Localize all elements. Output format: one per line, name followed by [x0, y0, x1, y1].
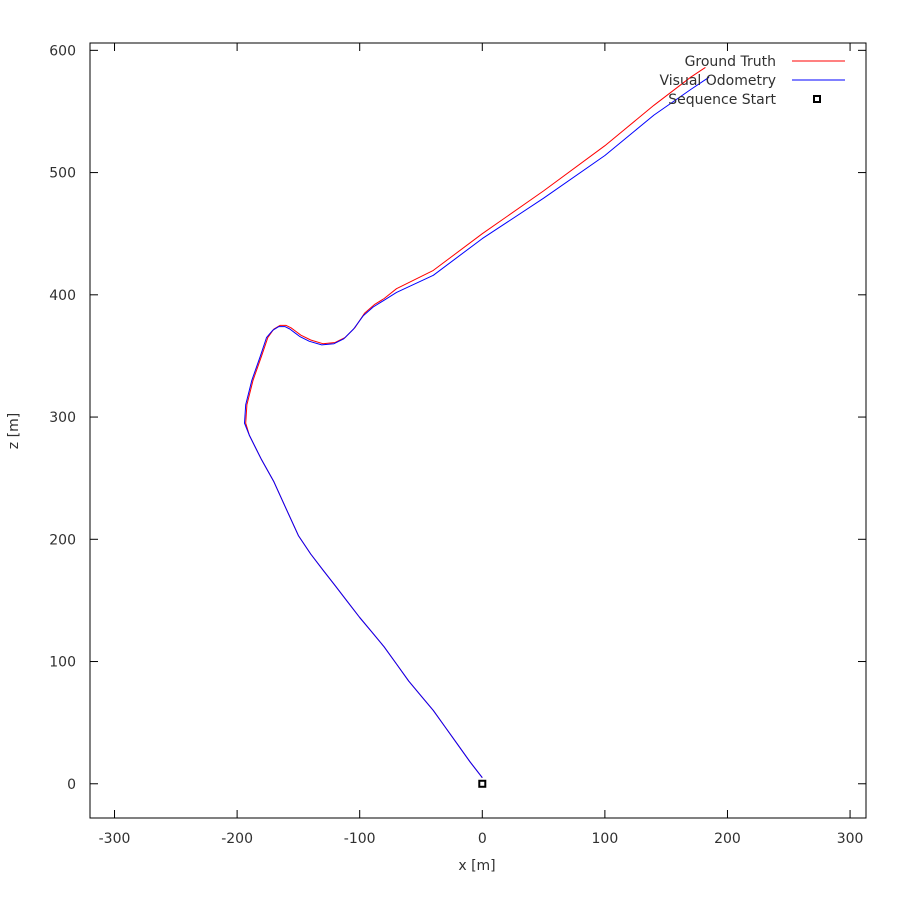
y-tick-label: 300	[49, 410, 76, 426]
x-tick-label: -300	[99, 831, 131, 847]
x-axis: -300 -200 -100 0 100 200 300	[99, 43, 864, 847]
series-line-visual-odometry	[244, 76, 710, 779]
x-tick-label: 300	[837, 831, 864, 847]
legend-label: Visual Odometry	[660, 73, 777, 89]
x-tick-label: 100	[592, 831, 619, 847]
x-axis-label: x [m]	[458, 858, 495, 874]
plot-frame	[89, 42, 867, 819]
x-tick-label: 0	[478, 831, 487, 847]
y-axis: 0 100 200 300 400 500 600	[49, 43, 866, 793]
sequence-start-marker	[478, 779, 487, 788]
x-tick-label: -200	[221, 831, 253, 847]
x-tick-label: 200	[714, 831, 741, 847]
legend-label: Ground Truth	[685, 54, 776, 70]
legend-swatch	[813, 95, 821, 103]
legend-label: Sequence Start	[668, 92, 776, 108]
y-axis-label: z [m]	[6, 413, 22, 449]
y-tick-label: 600	[49, 43, 76, 59]
x-tick-label: -100	[344, 831, 376, 847]
series-layer	[244, 66, 710, 788]
y-tick-label: 400	[49, 288, 76, 304]
y-tick-label: 500	[49, 166, 76, 182]
y-tick-label: 100	[49, 655, 76, 671]
y-tick-label: 200	[49, 532, 76, 548]
series-line-ground-truth	[245, 66, 706, 779]
legend: Ground Truth Visual Odometry Sequence Star…	[660, 54, 845, 108]
y-tick-label: 0	[67, 777, 76, 793]
